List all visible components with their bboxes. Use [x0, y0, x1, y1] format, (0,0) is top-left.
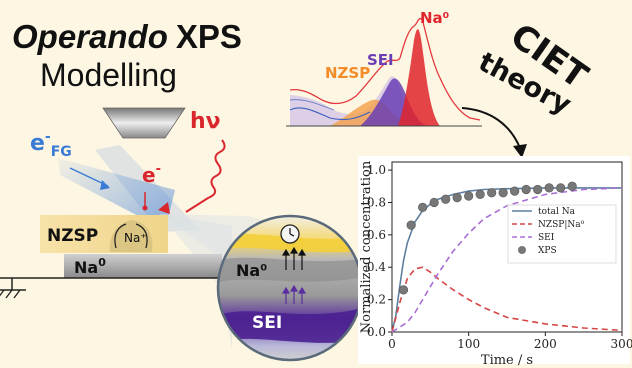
y-tick-label: 0.4	[367, 260, 386, 274]
series-line-nzsp-na	[391, 266, 623, 333]
photon-wave-icon	[185, 139, 226, 213]
schematic: e-FG hν e- NZSP Na⁺ Na0	[0, 107, 364, 362]
xps-data-point	[544, 183, 554, 193]
xps-data-point	[521, 184, 531, 195]
x-tick-label: 300	[611, 337, 632, 351]
spectrum-label-nzsp: NZSP	[325, 64, 370, 82]
spectrum-label-sei: SEI	[367, 51, 394, 69]
zoom-circle: Na⁰ SEI	[216, 214, 364, 362]
xps-data-point	[406, 220, 416, 230]
emitted-electron-label: e-	[142, 162, 161, 187]
x-tick-label: 200	[534, 337, 557, 351]
y-tick-label: 0.6	[367, 228, 386, 242]
na-plus-label: Na⁺	[124, 231, 147, 245]
y-tick-label: 0.8	[367, 195, 386, 209]
upward-arrows-icon	[281, 246, 307, 304]
x-tick-label: 100	[457, 337, 480, 351]
y-axis-label: Normalized concentration	[359, 160, 374, 333]
efg-arrow-icon	[100, 180, 110, 190]
legend-label: total Na	[538, 207, 576, 217]
title-line-2: Modelling	[40, 57, 177, 93]
chart-legend: total Na NZSP|Na⁰ SEI XPS	[507, 204, 617, 264]
hv-label: hν	[190, 109, 221, 134]
xps-data-point	[418, 202, 428, 212]
legend-marker	[518, 246, 526, 254]
zoom-sei-label: SEI	[252, 313, 282, 333]
arrow-down-icon	[513, 144, 527, 158]
na0-layer	[64, 254, 222, 278]
nzsp-label: NZSP	[47, 226, 98, 246]
xps-data-point	[398, 285, 409, 295]
x-tick-label: 0	[388, 337, 396, 351]
xps-data-point	[464, 191, 474, 201]
xps-data-point	[533, 184, 543, 195]
xps-data-point	[510, 186, 520, 196]
efg-label: e-FG	[30, 129, 72, 160]
legend-label: NZSP|Na⁰	[538, 220, 585, 230]
ciet-theory-label: CIET theory	[461, 16, 595, 158]
xps-data-point	[429, 197, 439, 208]
spectrum-label-na0: Na⁰	[420, 9, 449, 27]
xps-data-point	[498, 188, 508, 198]
ground-icon	[0, 289, 26, 299]
legend-label: XPS	[538, 246, 557, 256]
xps-data-point	[556, 183, 566, 193]
title-line-1: Operando XPS	[12, 18, 242, 55]
series-line-sei	[391, 187, 623, 333]
xps-data-point	[441, 194, 451, 204]
legend-box	[507, 204, 617, 264]
legend-label: SEI	[538, 233, 555, 243]
xps-data-point	[487, 188, 497, 198]
zoom-na0-label: Na⁰	[236, 261, 267, 280]
xps-data-point	[475, 189, 485, 199]
y-tick-label: 0.2	[367, 293, 386, 307]
analyzer-icon	[102, 107, 186, 139]
xps-spectrum: NZSP SEI Na⁰	[286, 9, 482, 127]
y-tick-label: 0.0	[367, 325, 386, 339]
concentration-chart: 0 100 200 300 0.0 0.2 0.4 0.6 0.8 1.0 Time / s No…	[358, 156, 632, 368]
x-axis-label: Time / s	[481, 353, 533, 368]
xps-data-point	[452, 193, 462, 203]
na0-label: Na0	[74, 256, 106, 277]
y-tick-label: 1.0	[367, 163, 386, 177]
xps-data-point	[567, 181, 577, 191]
